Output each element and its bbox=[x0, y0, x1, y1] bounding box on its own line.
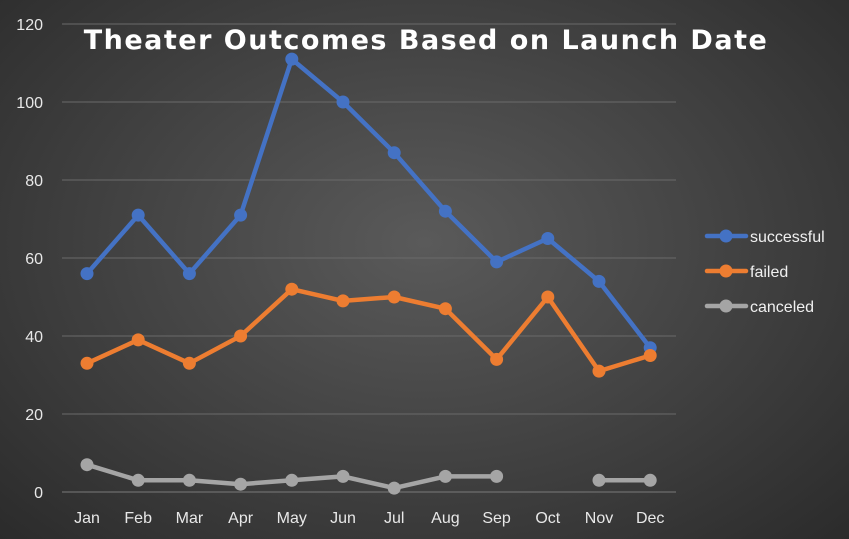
y-tick-label: 40 bbox=[25, 329, 43, 346]
x-tick-label: Dec bbox=[636, 510, 664, 527]
gridlines bbox=[62, 23, 676, 493]
data-point-canceled bbox=[336, 469, 350, 483]
series-successful bbox=[80, 52, 657, 355]
legend-marker-successful bbox=[719, 229, 733, 243]
x-tick-label: Jul bbox=[384, 510, 404, 527]
data-point-successful bbox=[131, 208, 145, 222]
legend-label-successful: successful bbox=[750, 229, 825, 246]
data-point-successful bbox=[182, 267, 196, 281]
legend: successful failed canceled bbox=[704, 229, 825, 316]
series-line-failed bbox=[84, 286, 653, 374]
x-tick-label: Feb bbox=[124, 510, 152, 527]
data-point-canceled bbox=[285, 473, 299, 487]
x-tick-label: Oct bbox=[535, 510, 560, 527]
data-point-failed bbox=[541, 290, 555, 304]
legend-item-successful: successful bbox=[704, 229, 825, 246]
x-axis: Jan Feb Mar Apr May Jun Jul Aug Sep Oct Nov Dec bbox=[74, 510, 664, 527]
series-line-successful bbox=[84, 56, 653, 350]
y-tick-label: 100 bbox=[16, 95, 43, 112]
legend-marker-failed bbox=[719, 264, 733, 278]
data-point-failed bbox=[592, 364, 606, 378]
legend-marker-canceled bbox=[719, 299, 733, 313]
x-tick-label: May bbox=[277, 510, 307, 527]
data-point-successful bbox=[592, 274, 606, 288]
x-tick-label: Apr bbox=[228, 510, 254, 527]
data-point-canceled bbox=[438, 469, 452, 483]
data-point-canceled bbox=[80, 458, 94, 472]
series-canceled bbox=[80, 458, 657, 495]
data-point-successful bbox=[541, 232, 555, 245]
x-tick-label: Nov bbox=[585, 510, 613, 527]
y-tick-label: 20 bbox=[25, 407, 43, 424]
x-tick-label: Aug bbox=[431, 510, 459, 527]
legend-item-canceled: canceled bbox=[704, 299, 814, 316]
data-point-successful bbox=[80, 267, 94, 281]
data-point-canceled bbox=[643, 473, 657, 487]
series-group bbox=[80, 52, 657, 495]
x-tick-label: Sep bbox=[482, 510, 511, 527]
data-point-failed bbox=[490, 352, 504, 366]
x-tick-label: Mar bbox=[176, 510, 204, 527]
legend-item-failed: failed bbox=[704, 264, 788, 281]
data-point-failed bbox=[387, 290, 401, 304]
series-line-canceled bbox=[84, 462, 653, 491]
data-point-failed bbox=[234, 329, 248, 343]
x-tick-label: Jan bbox=[74, 510, 100, 527]
chart-title: Theater Outcomes Based on Launch Date bbox=[84, 25, 769, 56]
legend-label-canceled: canceled bbox=[750, 299, 814, 316]
y-tick-label: 0 bbox=[34, 485, 43, 502]
x-tick-label: Jun bbox=[330, 510, 356, 527]
series-failed bbox=[80, 282, 657, 378]
data-point-canceled bbox=[234, 477, 248, 491]
data-point-successful bbox=[285, 52, 299, 66]
data-point-failed bbox=[131, 333, 145, 347]
data-point-successful bbox=[387, 146, 401, 160]
y-axis: 0 20 40 60 80 100 120 bbox=[16, 17, 43, 502]
y-tick-label: 60 bbox=[25, 251, 43, 268]
data-point-failed bbox=[643, 349, 657, 362]
data-point-failed bbox=[80, 356, 94, 370]
data-point-canceled bbox=[131, 473, 145, 487]
data-point-canceled bbox=[182, 473, 196, 487]
data-point-successful bbox=[490, 255, 504, 269]
data-point-failed bbox=[285, 282, 299, 296]
data-point-canceled bbox=[387, 481, 401, 495]
data-point-failed bbox=[438, 302, 452, 316]
data-point-successful bbox=[336, 95, 350, 109]
data-point-canceled bbox=[490, 469, 504, 483]
y-tick-label: 80 bbox=[25, 173, 43, 190]
y-tick-label: 120 bbox=[16, 17, 43, 34]
legend-label-failed: failed bbox=[750, 264, 788, 281]
data-point-canceled bbox=[592, 473, 606, 487]
data-point-failed bbox=[336, 294, 350, 308]
data-point-successful bbox=[234, 208, 248, 222]
data-point-failed bbox=[182, 356, 196, 370]
data-point-successful bbox=[438, 204, 452, 218]
